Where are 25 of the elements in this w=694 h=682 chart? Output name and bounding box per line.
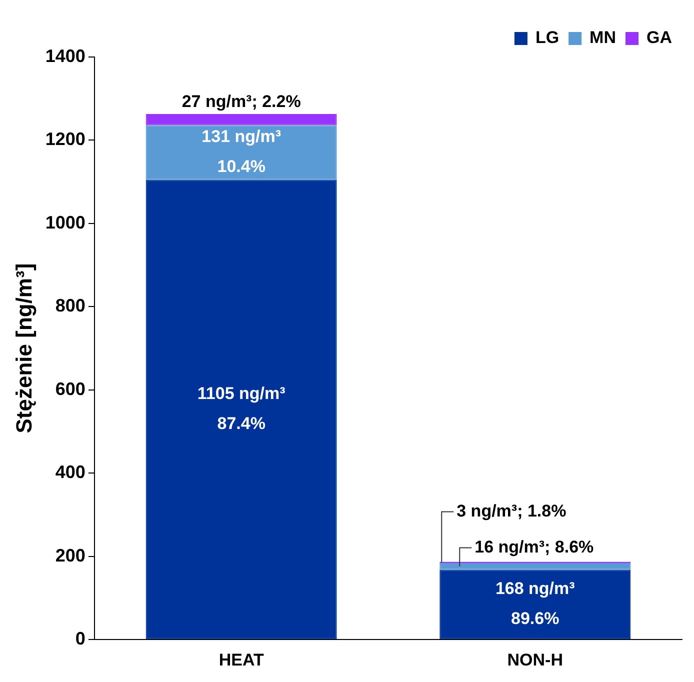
y-tick-label: 600 (55, 378, 86, 399)
y-tick-label: 1200 (45, 129, 86, 150)
y-axis-title: Stężenie [ng/m³] (11, 263, 36, 434)
bar (440, 563, 631, 570)
data-label: 131 ng/m³ 10.4% (202, 127, 282, 176)
bar (146, 114, 337, 126)
legend-label: LG (535, 28, 560, 48)
data-label: 168 ng/m³ 89.6% (495, 579, 576, 628)
y-tick-label: 400 (55, 462, 86, 482)
data-label: 1105 ng/m³ 87.4% (197, 384, 286, 434)
y-tick-label: 800 (55, 296, 86, 316)
data-label: 16 ng/m³; 8.6% (474, 537, 594, 556)
bar (146, 125, 337, 180)
data-label: 27 ng/m³; 2.2% (182, 92, 301, 112)
legend-label: GA (646, 28, 672, 48)
y-tick-label: 200 (55, 545, 86, 566)
legend-label: MN (590, 28, 616, 48)
x-tick-label: NON-H (507, 650, 563, 670)
y-tick-label: 0 (75, 628, 86, 649)
data-label: 3 ng/m³; 1.8% (456, 501, 566, 520)
bar (146, 180, 337, 640)
y-tick-label: 1000 (45, 212, 86, 232)
x-tick-label: HEAT (218, 650, 264, 670)
y-tick-label: 1400 (45, 46, 86, 66)
bar (440, 570, 631, 640)
